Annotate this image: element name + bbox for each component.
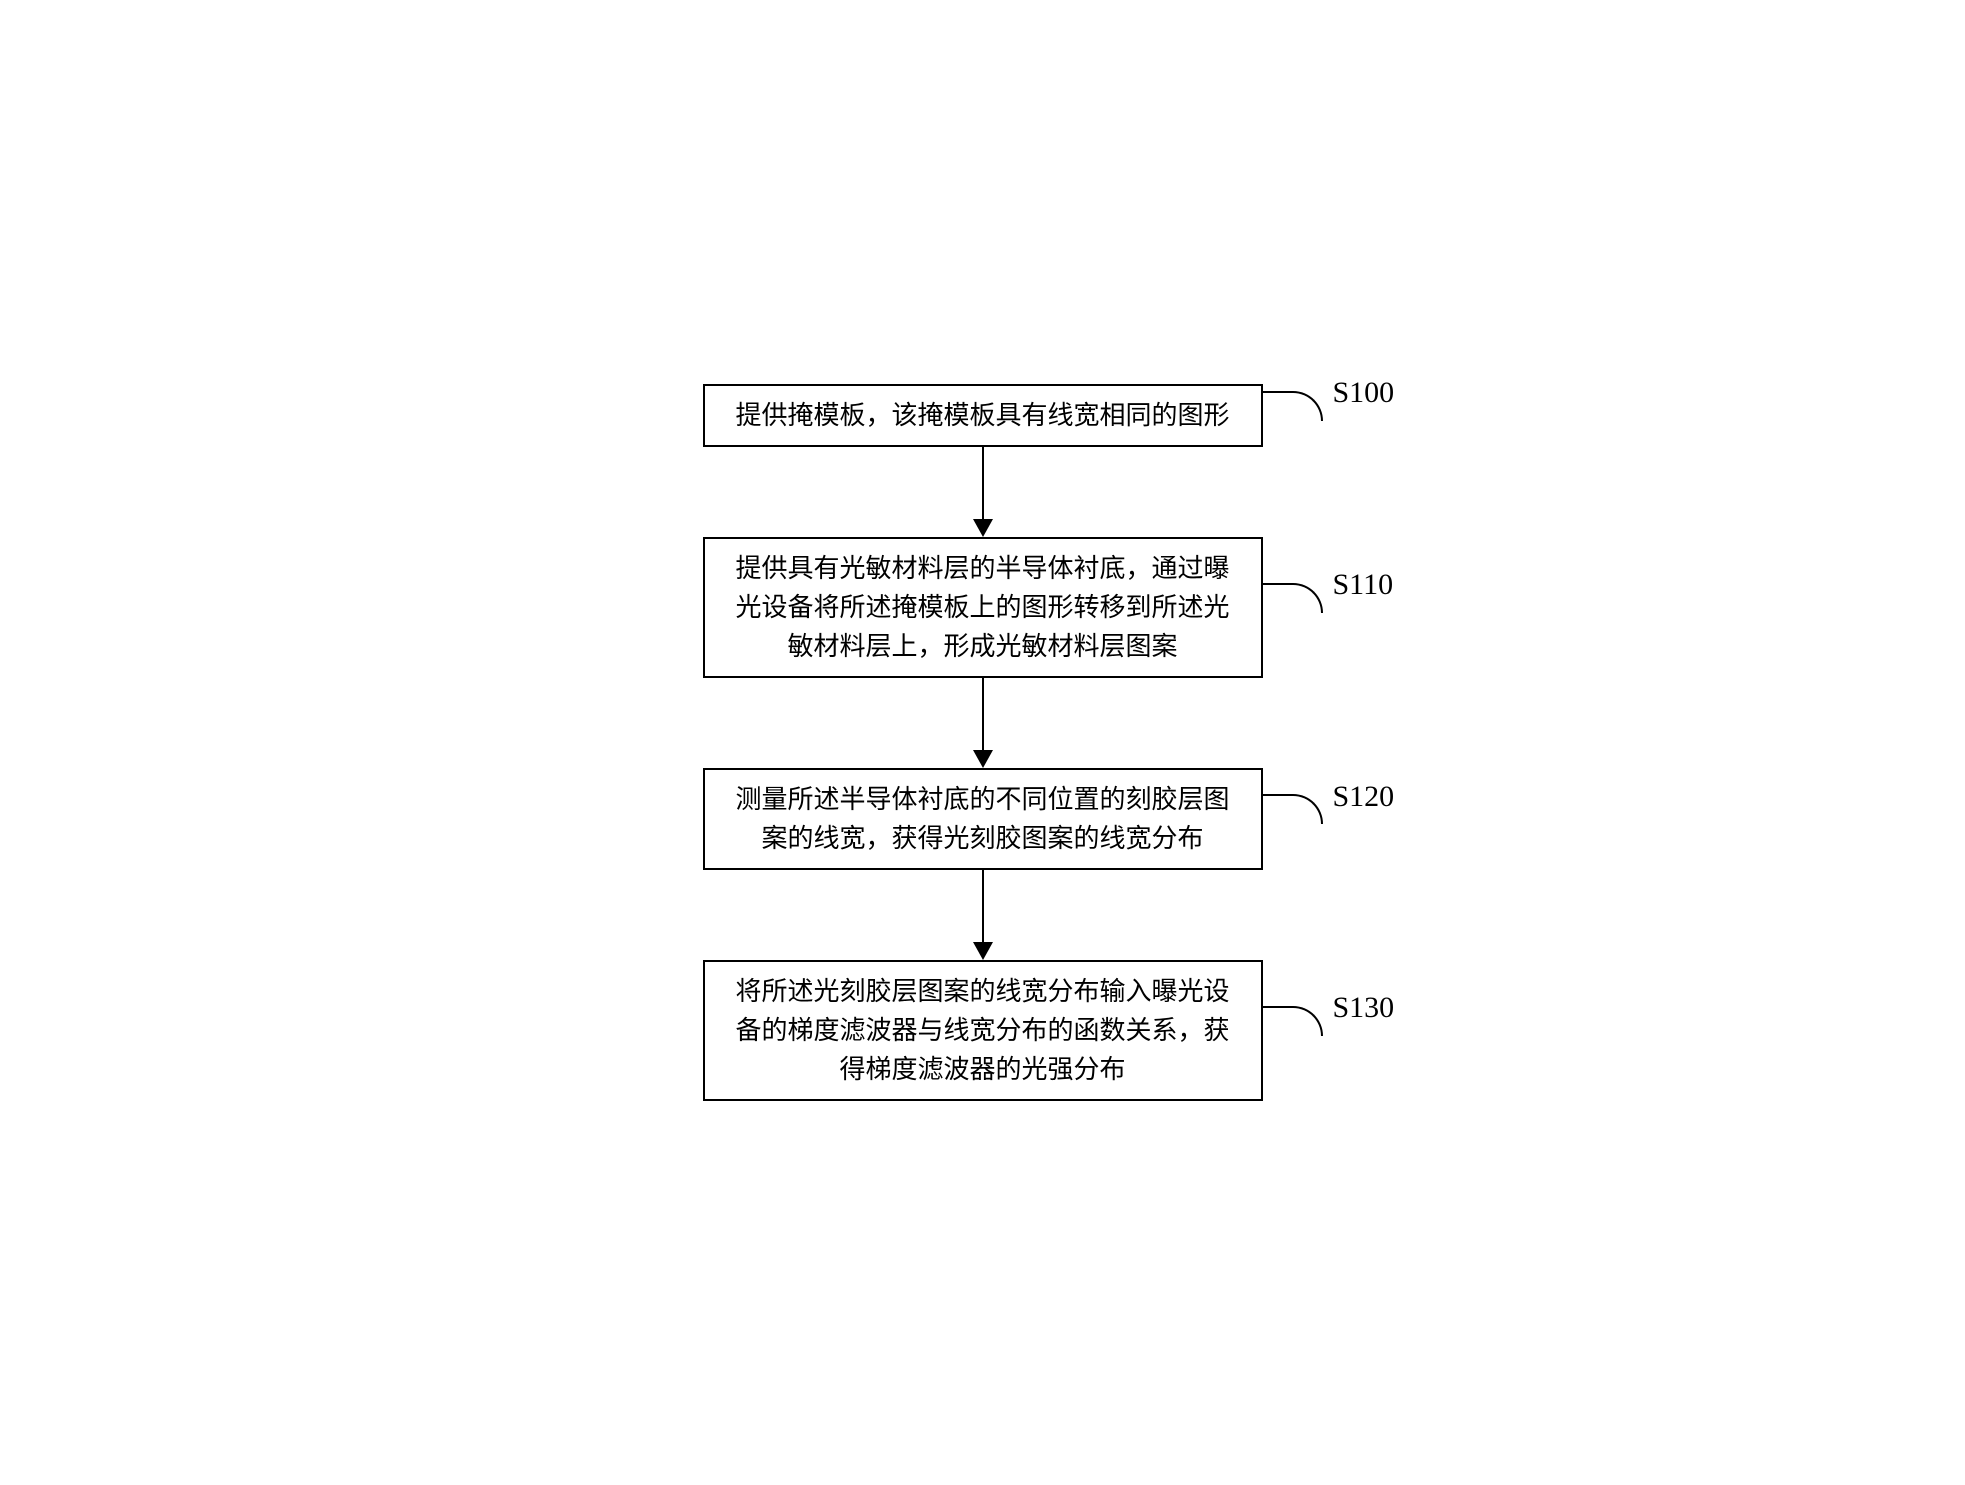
flowchart-step-s120: 测量所述半导体衬底的不同位置的刻胶层图案的线宽，获得光刻胶图案的线宽分布 S12…: [533, 768, 1433, 870]
flowchart-arrow: [973, 447, 993, 537]
label-connector-s130: S130: [1263, 1026, 1395, 1036]
connector-curve-icon: [1263, 1006, 1323, 1036]
label-connector-s100: S100: [1263, 411, 1395, 421]
step-text: 提供掩模板，该掩模板具有线宽相同的图形: [735, 401, 1229, 430]
arrow-line-icon: [982, 447, 984, 519]
step-box-s110: 提供具有光敏材料层的半导体衬底，通过曝光设备将所述掩模板上的图形转移到所述光敏材…: [703, 537, 1263, 678]
flowchart-arrow: [973, 678, 993, 768]
step-text: 测量所述半导体衬底的不同位置的刻胶层图案的线宽，获得光刻胶图案的线宽分布: [735, 785, 1229, 853]
step-text: 提供具有光敏材料层的半导体衬底，通过曝光设备将所述掩模板上的图形转移到所述光敏材…: [725, 549, 1241, 666]
arrow-line-icon: [982, 678, 984, 750]
label-connector-s120: S120: [1263, 814, 1395, 824]
step-label: S120: [1333, 780, 1395, 814]
connector-curve-icon: [1263, 583, 1323, 613]
arrow-head-icon: [973, 942, 993, 960]
connector-curve-icon: [1263, 391, 1323, 421]
arrow-head-icon: [973, 750, 993, 768]
flowchart-container: 提供掩模板，该掩模板具有线宽相同的图形 S100 提供具有光敏材料层的半导体衬底…: [533, 384, 1433, 1101]
step-label: S100: [1333, 376, 1395, 410]
flowchart-step-s100: 提供掩模板，该掩模板具有线宽相同的图形 S100: [533, 384, 1433, 447]
label-connector-s110: S110: [1263, 603, 1394, 613]
step-box-s130: 将所述光刻胶层图案的线宽分布输入曝光设备的梯度滤波器与线宽分布的函数关系，获得梯…: [703, 960, 1263, 1101]
connector-curve-icon: [1263, 794, 1323, 824]
flowchart-arrow: [973, 870, 993, 960]
step-label: S110: [1333, 568, 1394, 602]
step-box-s100: 提供掩模板，该掩模板具有线宽相同的图形: [703, 384, 1263, 447]
step-label: S130: [1333, 991, 1395, 1025]
flowchart-step-s130: 将所述光刻胶层图案的线宽分布输入曝光设备的梯度滤波器与线宽分布的函数关系，获得梯…: [533, 960, 1433, 1101]
flowchart-step-s110: 提供具有光敏材料层的半导体衬底，通过曝光设备将所述掩模板上的图形转移到所述光敏材…: [533, 537, 1433, 678]
step-box-s120: 测量所述半导体衬底的不同位置的刻胶层图案的线宽，获得光刻胶图案的线宽分布: [703, 768, 1263, 870]
arrow-head-icon: [973, 519, 993, 537]
step-text: 将所述光刻胶层图案的线宽分布输入曝光设备的梯度滤波器与线宽分布的函数关系，获得梯…: [725, 972, 1241, 1089]
arrow-line-icon: [982, 870, 984, 942]
